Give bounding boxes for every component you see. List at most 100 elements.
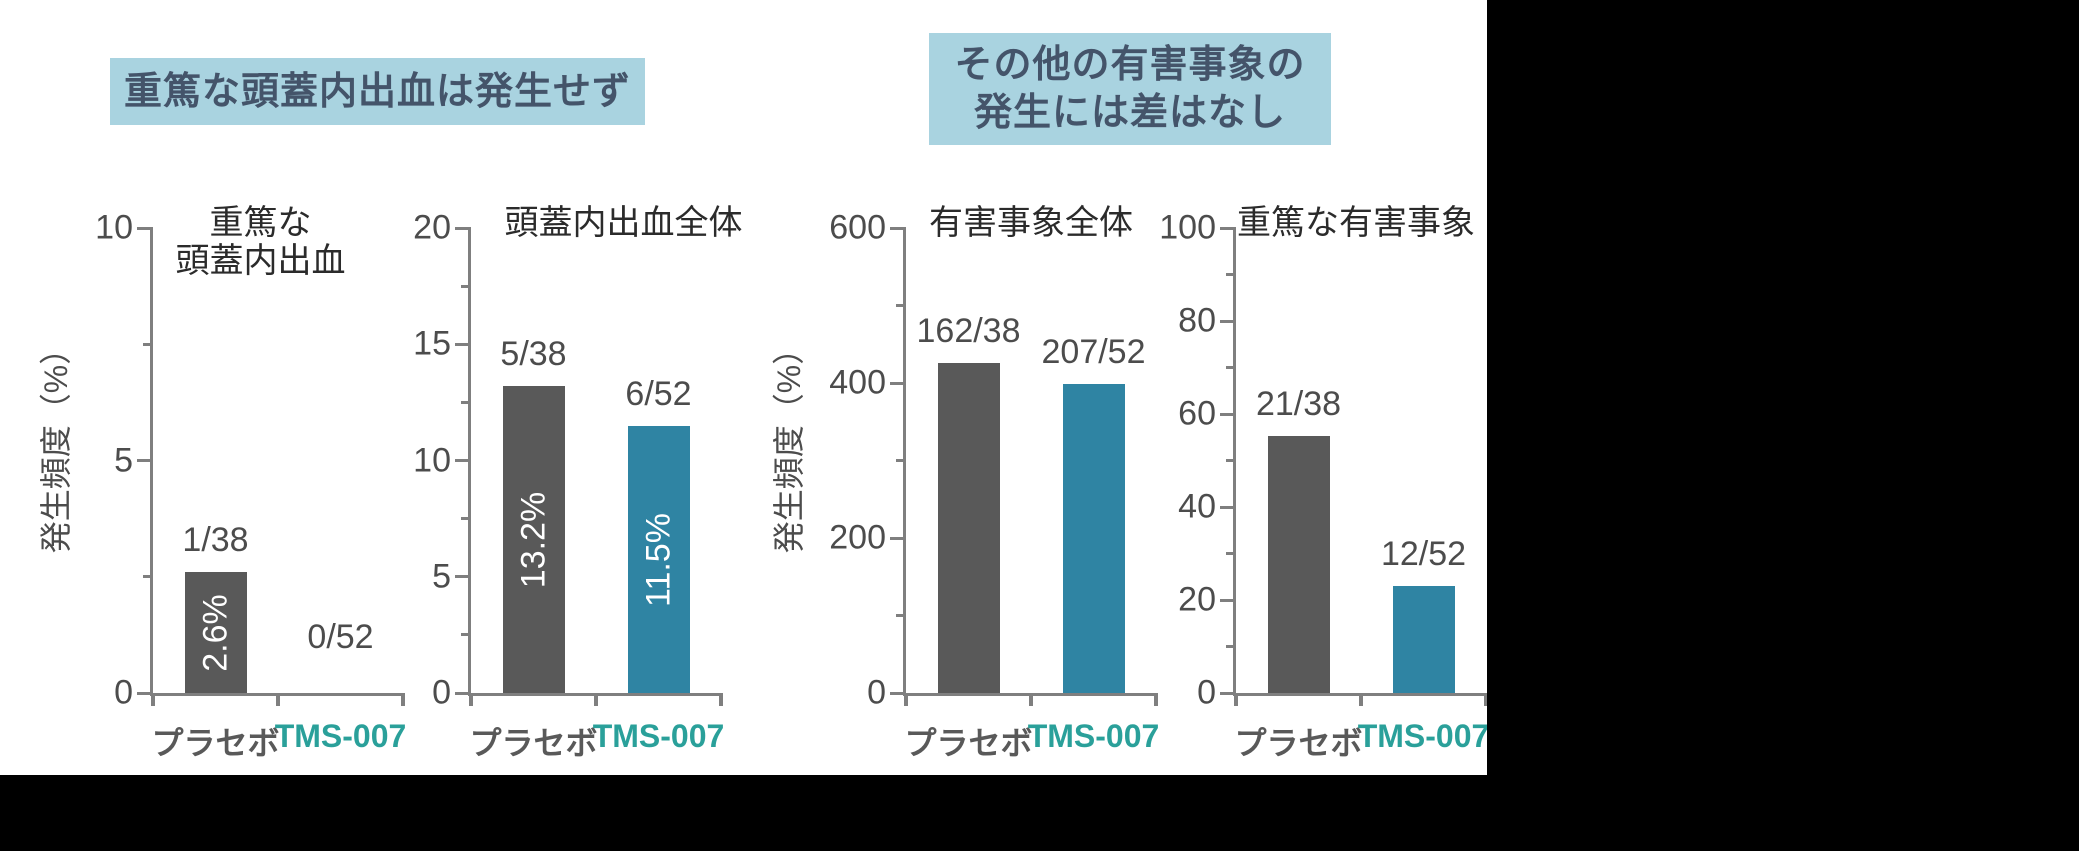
x-tick [1234,693,1238,706]
y-tick-label: 20 [1178,580,1216,619]
chart-title-line: 有害事象全体 [929,204,1133,242]
y-tick-label: 100 [1159,208,1216,247]
chart-title-line: 頭蓋内出血 [175,242,346,280]
letterbox-bottom [0,775,2079,851]
letterbox-right [1487,0,2079,851]
y-tick-label: 40 [1178,487,1216,526]
y-tick-label: 60 [1178,394,1216,433]
y-minor-tick [896,614,906,617]
y-axis-title-right: 発生頻度（%） [771,332,807,554]
x-label-placebo: プラセボ [151,725,280,761]
y-tick-label: 80 [1178,301,1216,340]
slide-content: 重篤な頭蓋内出血は発生せず その他の有害事象の 発生には差はなし 発生頻度（%）… [0,0,1489,775]
x-tick [1484,693,1488,706]
banner-no-difference-adverse-events: その他の有害事象の 発生には差はなし [929,33,1331,145]
y-minor-tick [1226,273,1236,276]
chart-title: 重篤な 頭蓋内出血 [176,204,346,280]
y-major-tick [137,691,153,695]
y-major-tick [1220,691,1236,695]
count-label: 1/38 [182,521,249,559]
x-label-tms007: TMS-007 [1357,718,1490,754]
y-major-tick [1220,598,1236,602]
x-label-tms007: TMS-007 [1027,718,1160,754]
x-label-placebo: プラセボ [1234,725,1363,761]
y-tick-label: 20 [413,208,451,247]
y-tick-label: 0 [867,673,886,712]
y-minor-tick [461,400,471,404]
x-label-tms007: TMS-007 [274,718,407,754]
chart-title: 頭蓋内出血全体 [505,204,743,242]
y-tick-label: 600 [829,208,886,247]
chart-title-line: 重篤な有害事象 [1237,204,1475,242]
chart-serious-adverse-events: 重篤な有害事象 0 20 40 60 80 100 21/38 プラセボ 12/52 TMS-007 [1159,204,1489,761]
y-minor-tick [461,517,471,521]
x-tick [401,693,405,706]
y-minor-tick [461,633,471,637]
count-label: 162/38 [916,312,1021,350]
y-major-tick [137,226,153,230]
y-minor-tick [896,459,906,462]
bar-placebo [937,363,1000,693]
y-major-tick [1220,412,1236,416]
y-tick-label: 0 [114,673,133,712]
y-minor-tick [143,575,153,579]
x-tick [904,693,908,706]
y-major-tick [455,226,471,230]
y-major-tick [137,459,153,462]
x-label-placebo: プラセボ [904,725,1033,761]
x-label-tms007: TMS-007 [592,718,725,754]
y-major-tick [1220,505,1236,509]
y-tick-label: 400 [829,363,886,402]
banner-text-line: 発生には差はなし [973,92,1286,134]
bar-percent-label: 13.2% [514,491,552,588]
y-tick-label: 0 [1197,673,1216,712]
chart-title-line: 頭蓋内出血全体 [504,204,743,242]
chart-title-line: 重篤な [209,204,312,242]
bar-placebo [184,572,247,693]
x-tick [1359,693,1363,706]
bar-placebo [1267,436,1330,693]
y-major-tick [455,575,471,579]
bar-placebo [502,386,565,693]
y-major-tick [1220,319,1236,323]
y-major-tick [1220,226,1236,230]
y-major-tick [890,536,906,540]
y-major-tick [890,691,906,695]
y-major-tick [455,342,471,346]
y-tick-label: 15 [413,324,451,363]
chart-total-adverse-events: 有害事象全体 0 200 400 600 162/38 プラセボ 207/52 TMS-007 [829,204,1159,761]
count-label: 0/52 [307,618,374,656]
y-major-tick [455,691,471,695]
y-minor-tick [461,284,471,288]
y-minor-tick [896,304,906,307]
count-label: 6/52 [625,375,692,413]
y-minor-tick [1226,645,1236,648]
y-major-tick [455,459,471,462]
chart-serious-intracranial-hemorrhage: 重篤な 頭蓋内出血 0 5 10 1/38 2.6% プラセボ 0/52 TMS-007 [95,204,406,761]
count-label: 207/52 [1041,333,1146,371]
x-tick [469,693,473,706]
bar-tms007 [1392,586,1455,693]
y-major-tick [890,381,906,385]
y-tick-label: 10 [95,208,133,247]
chart-title: 有害事象全体 [929,204,1133,242]
x-tick [719,693,723,706]
bar-percent-label: 11.5% [639,512,677,607]
bar-tms007 [1062,384,1125,693]
banner-text-line: その他の有害事象の [954,44,1306,86]
chart-total-intracranial-hemorrhage: 頭蓋内出血全体 0 5 10 15 20 5/38 13.2% プラセボ 6/52 11.5% TMS… [413,204,742,761]
banner-no-serious-ich: 重篤な頭蓋内出血は発生せず [110,58,645,125]
y-tick-label: 0 [432,673,451,712]
x-tick [151,693,155,706]
y-tick-label: 200 [829,518,886,557]
count-label: 12/52 [1380,535,1467,573]
x-tick [1154,693,1158,706]
y-major-tick [890,226,906,230]
y-minor-tick [1226,552,1236,555]
y-tick-label: 5 [432,557,451,596]
y-tick-label: 5 [114,441,133,479]
bar-tms007 [627,426,690,693]
x-label-placebo: プラセボ [469,725,598,761]
y-minor-tick [1226,459,1236,462]
